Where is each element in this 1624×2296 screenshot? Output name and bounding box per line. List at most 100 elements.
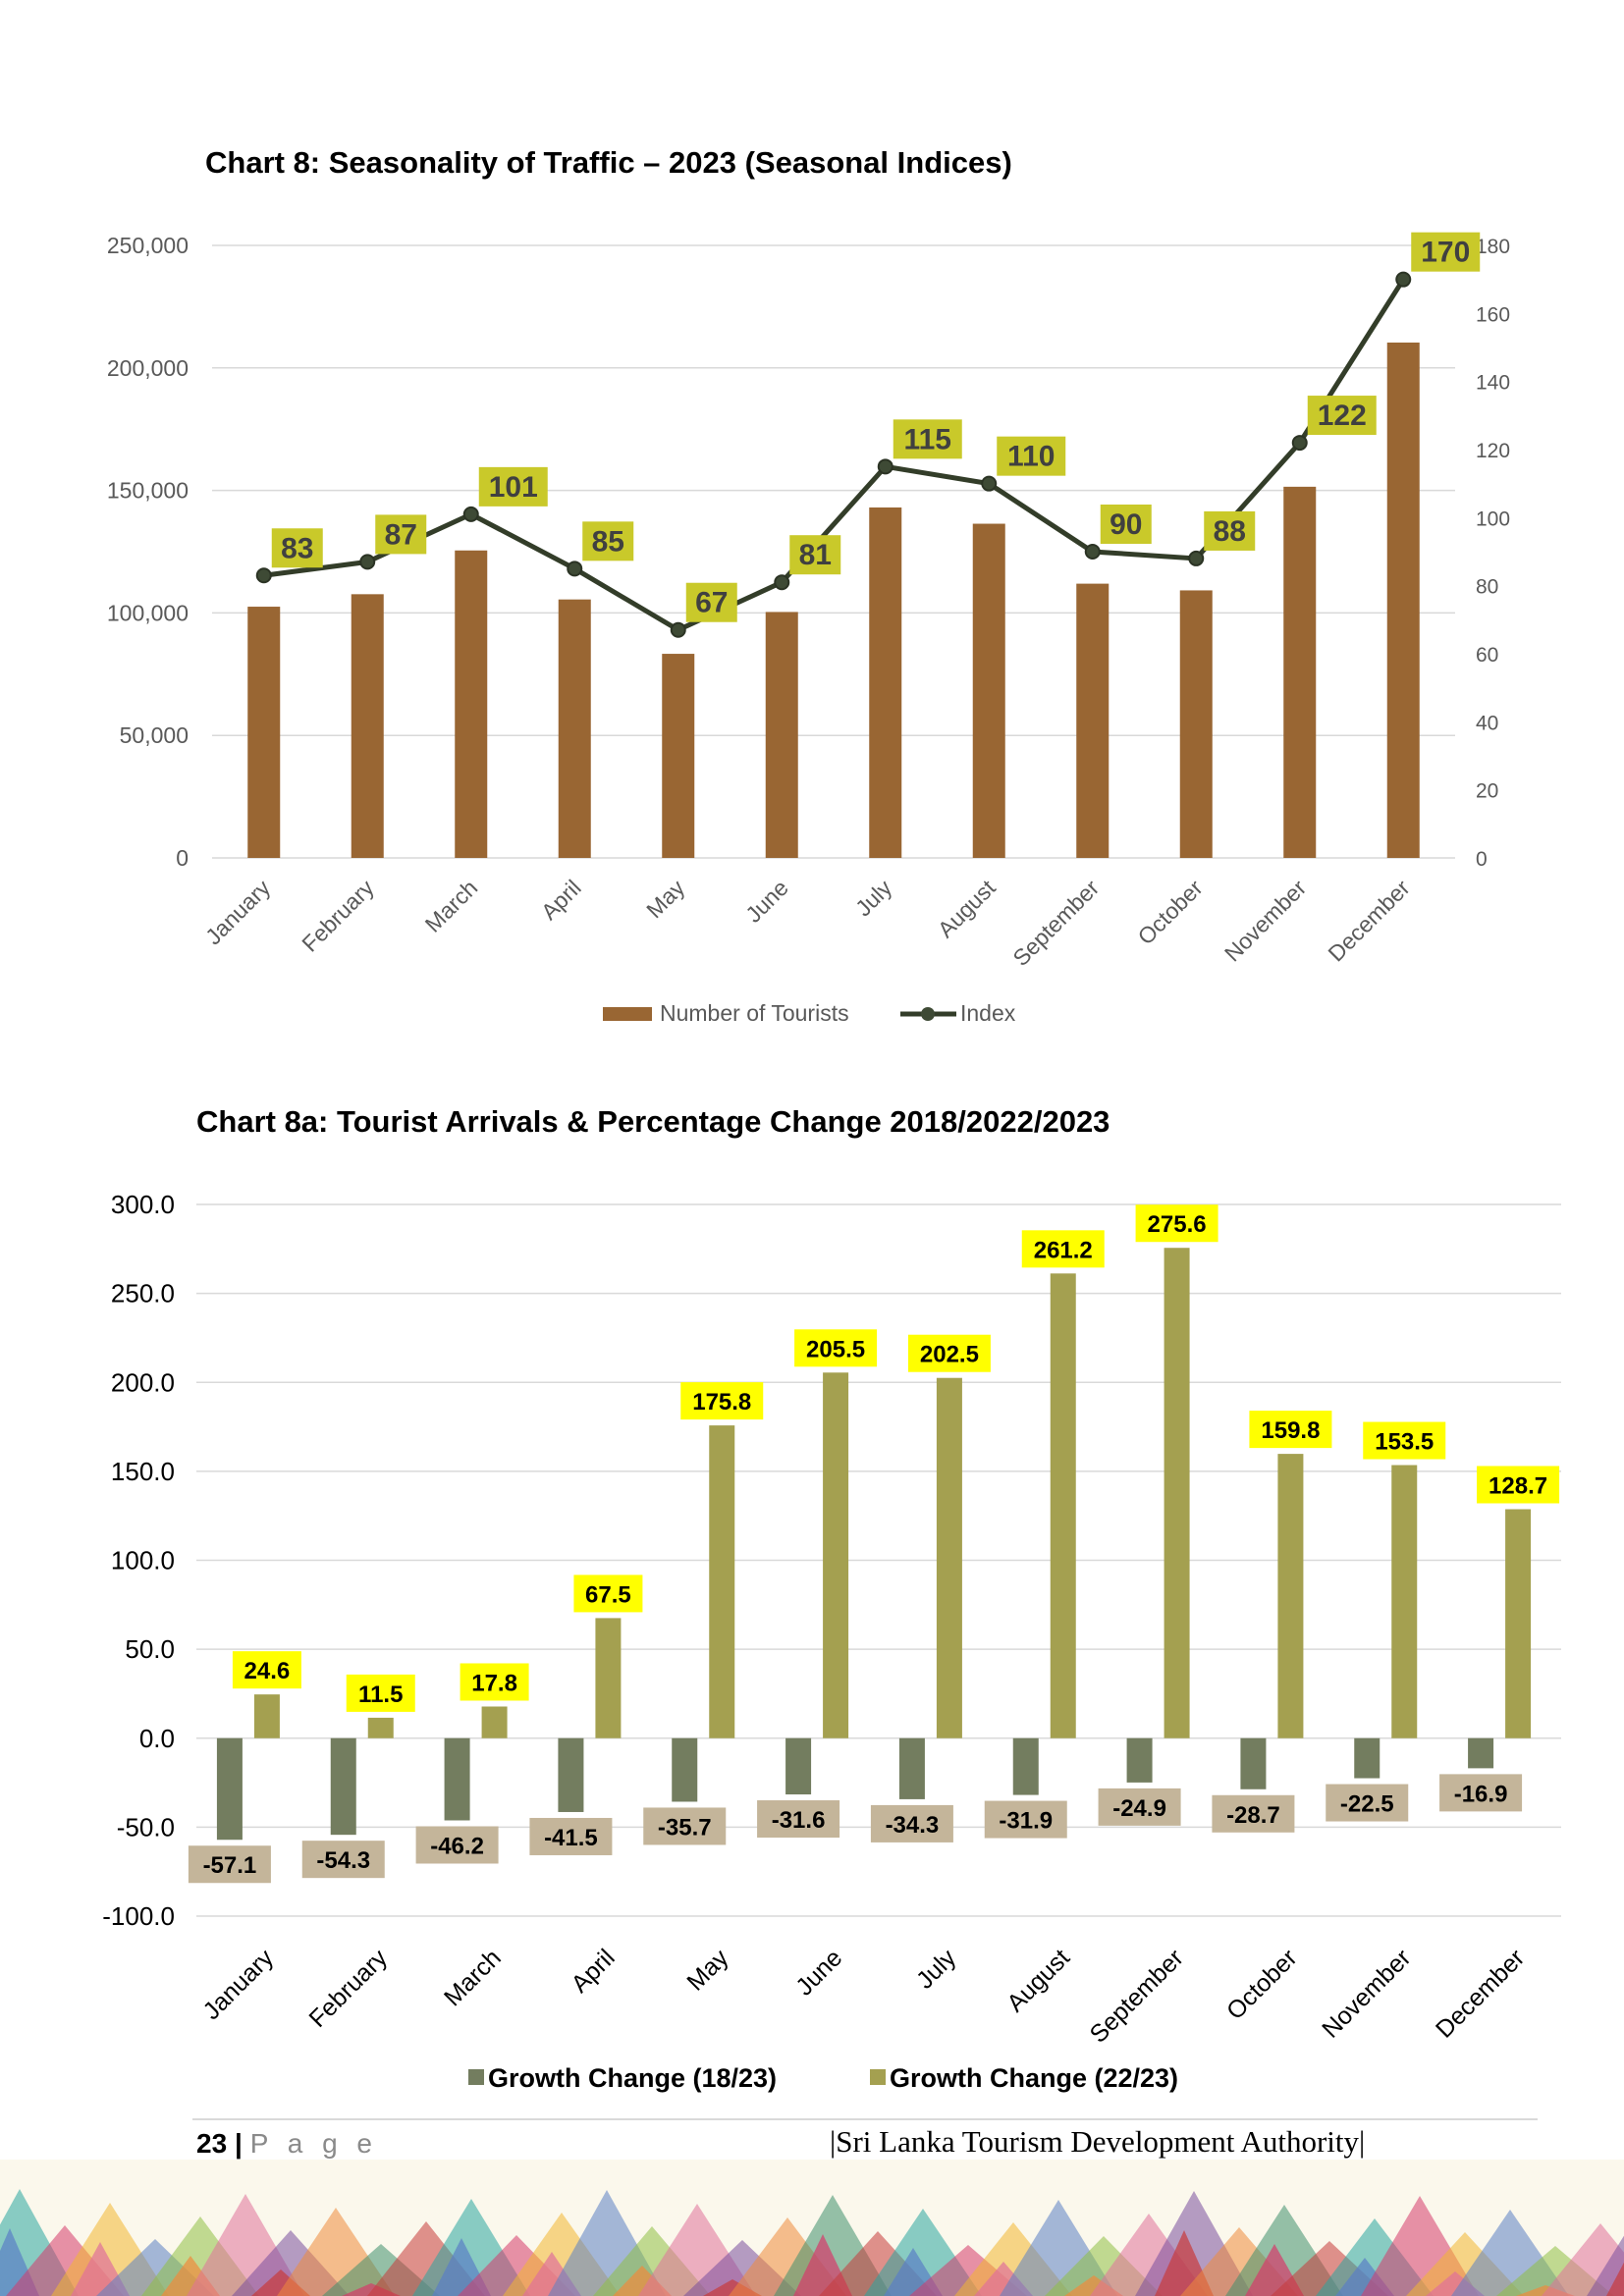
index-line: [263, 278, 1406, 633]
data-label-22-23: 24.6: [244, 1658, 291, 1684]
bar-growth-18-23-august: [1012, 1737, 1039, 1795]
label-box-18-23: [1212, 1794, 1295, 1833]
bar-growth-18-23-october: [1240, 1737, 1267, 1789]
index-point: [670, 621, 686, 638]
bar-growth-22-23-july: [936, 1377, 962, 1738]
bar-tourists-march: [455, 550, 488, 858]
bar-tourists-september: [1076, 583, 1110, 858]
index-data-label: 81: [799, 539, 832, 571]
x-axis-tick-label: January: [200, 875, 276, 950]
x-axis-tick-label: February: [297, 875, 379, 957]
bar-tourists-june: [765, 612, 798, 858]
index-point: [1291, 435, 1308, 452]
x-axis-tick-label: April: [536, 875, 586, 925]
index-point: [1084, 544, 1101, 560]
x-axis-tick-label: May: [641, 875, 689, 923]
y-axis-tick-label: 0.0: [139, 1724, 175, 1753]
index-data-label: 87: [385, 518, 417, 551]
data-label-22-23: 17.8: [471, 1670, 517, 1696]
index-label-box: [582, 521, 634, 561]
left-axis-tick-label: 100,000: [107, 600, 189, 625]
bar-tourists-december: [1386, 342, 1420, 858]
x-axis-tick-label: July: [850, 875, 897, 922]
chart-8-title: Chart 8: Seasonality of Traffic – 2023 (…: [205, 145, 1012, 180]
label-box-18-23: [1098, 1788, 1181, 1826]
label-box-22-23: [346, 1674, 415, 1712]
x-axis-tick-label: March: [420, 875, 483, 937]
bar-growth-18-23-november: [1354, 1737, 1380, 1779]
index-label-box: [478, 466, 548, 507]
y-axis-tick-label: 150.0: [111, 1457, 175, 1486]
bar-growth-18-23-may: [672, 1737, 698, 1802]
right-axis-tick-label: 40: [1476, 712, 1498, 734]
index-label-box: [1411, 232, 1481, 272]
label-box-22-23: [1363, 1421, 1446, 1460]
index-data-label: 101: [489, 471, 538, 504]
bar-growth-18-23-april: [558, 1737, 584, 1812]
legend-label-22-23: Growth Change (22/23): [890, 2063, 1178, 2093]
legend-label-tourists: Number of Tourists: [660, 1000, 849, 1026]
data-label-22-23: 202.5: [920, 1342, 979, 1368]
data-label-22-23: 67.5: [585, 1581, 631, 1608]
bar-growth-22-23-june: [823, 1372, 849, 1738]
y-axis-tick-label: -50.0: [117, 1812, 175, 1842]
index-label-box: [997, 436, 1066, 476]
legend-label-18-23: Growth Change (18/23): [488, 2063, 777, 2093]
bar-growth-22-23-october: [1277, 1454, 1304, 1738]
legend-swatch-22-23: [870, 2069, 886, 2085]
x-axis-tick-label: July: [911, 1944, 962, 1995]
bar-growth-22-23-may: [709, 1425, 735, 1738]
left-axis-tick-label: 250,000: [107, 233, 189, 258]
x-axis-tick-label: November: [1219, 875, 1312, 967]
x-axis-tick-label: October: [1133, 875, 1208, 949]
index-data-label: 88: [1214, 515, 1246, 548]
index-point: [981, 475, 998, 492]
index-data-label: 115: [904, 423, 951, 455]
label-box-18-23: [757, 1800, 840, 1839]
bar-growth-22-23-september: [1164, 1248, 1190, 1738]
label-box-22-23: [680, 1382, 764, 1420]
x-axis-tick-label: June: [790, 1944, 847, 2001]
page-separator: |: [234, 2128, 243, 2159]
right-axis-tick-label: 60: [1476, 644, 1498, 667]
y-axis-tick-label: 300.0: [111, 1190, 175, 1219]
x-axis-tick-label: January: [197, 1944, 279, 2025]
index-point: [877, 458, 893, 475]
right-axis-tick-label: 20: [1476, 780, 1498, 803]
left-axis-tick-label: 200,000: [107, 355, 189, 381]
bar-tourists-february: [351, 594, 384, 858]
bar-tourists-may: [662, 654, 695, 858]
index-label-box: [1307, 396, 1377, 436]
label-box-18-23: [643, 1807, 727, 1845]
index-point: [255, 567, 272, 584]
bar-tourists-january: [247, 607, 281, 858]
data-label-18-23: -31.9: [999, 1808, 1053, 1835]
bar-growth-18-23-december: [1468, 1737, 1494, 1769]
left-axis-tick-label: 50,000: [120, 722, 189, 748]
data-label-22-23: 159.8: [1261, 1417, 1320, 1444]
label-box-18-23: [1326, 1784, 1409, 1822]
x-axis-tick-label: September: [1007, 875, 1104, 971]
index-data-label: 110: [1007, 441, 1055, 473]
right-axis-tick-label: 0: [1476, 848, 1488, 871]
label-box-22-23: [1135, 1204, 1218, 1243]
data-label-22-23: 128.7: [1489, 1472, 1547, 1499]
bar-growth-22-23-november: [1391, 1465, 1418, 1738]
data-label-22-23: 11.5: [358, 1682, 403, 1708]
data-label-18-23: -28.7: [1226, 1802, 1280, 1829]
bar-growth-22-23-january: [253, 1694, 280, 1738]
x-axis-tick-label: October: [1221, 1944, 1303, 2025]
index-data-label: 83: [281, 532, 313, 564]
right-axis-tick-label: 180: [1476, 236, 1510, 258]
data-label-18-23: -16.9: [1454, 1781, 1508, 1807]
chart-8-seasonality: 0 50,000 100,000 150,000 200,000 250,000 0 20 40…: [107, 232, 1510, 1026]
page-number: 23 | P a g e: [196, 2128, 378, 2160]
label-box-18-23: [1439, 1774, 1523, 1812]
index-label-box: [1204, 510, 1256, 551]
bar-growth-22-23-august: [1050, 1273, 1076, 1738]
label-box-22-23: [1249, 1411, 1332, 1449]
x-axis-tick-label: June: [740, 875, 793, 928]
data-label-18-23: -54.3: [316, 1847, 370, 1874]
label-box-18-23: [415, 1826, 499, 1864]
y-axis-tick-label: 50.0: [125, 1634, 175, 1664]
